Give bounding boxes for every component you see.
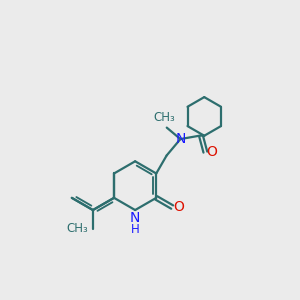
Text: H: H	[131, 224, 140, 236]
Text: O: O	[173, 200, 184, 214]
Text: N: N	[175, 132, 186, 146]
Text: CH₃: CH₃	[154, 111, 175, 124]
Text: N: N	[130, 211, 140, 225]
Text: CH₃: CH₃	[67, 222, 88, 235]
Text: O: O	[206, 145, 217, 159]
